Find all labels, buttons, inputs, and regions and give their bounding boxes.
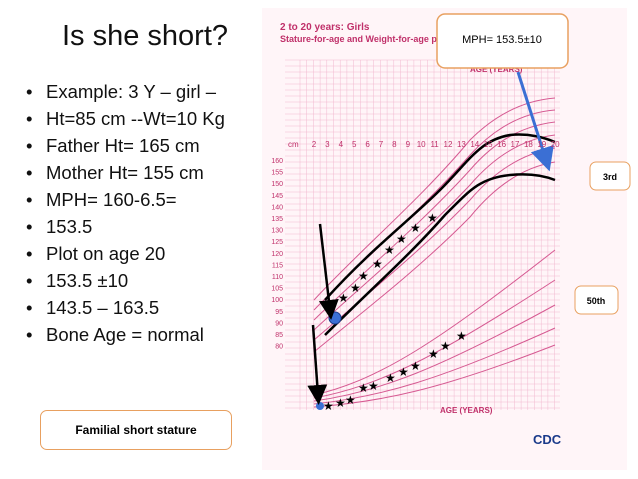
svg-text:★: ★ (456, 329, 467, 343)
svg-text:★: ★ (368, 379, 379, 393)
plot-dot (328, 311, 342, 325)
grid (285, 59, 560, 410)
age-label: 6 (365, 140, 370, 149)
svg-text:★: ★ (427, 211, 438, 225)
stature-label: 160 (271, 158, 283, 165)
stature-label: 155 (271, 170, 283, 177)
age-label: 18 (524, 140, 533, 149)
third-text: 3rd (603, 172, 617, 182)
svg-text:★: ★ (358, 269, 369, 283)
stature-label: 135 (271, 216, 283, 223)
svg-text:★: ★ (358, 381, 369, 395)
stature-label: 80 (275, 344, 283, 351)
svg-text:★: ★ (338, 291, 349, 305)
stature-label: 100 (271, 297, 283, 304)
svg-text:★: ★ (385, 371, 396, 385)
svg-text:★: ★ (335, 396, 346, 410)
svg-text:★: ★ (398, 365, 409, 379)
footer-box: Familial short stature (40, 410, 232, 450)
age-label: 9 (406, 140, 411, 149)
bullet: MPH= 160-6.5= (24, 188, 254, 211)
bullet: 143.5 – 163.5 (24, 296, 254, 319)
stature-label: 120 (271, 251, 283, 258)
stature-label: 110 (272, 274, 283, 281)
arrow (516, 71, 554, 172)
bullet: Ht=85 cm --Wt=10 Kg (24, 107, 254, 130)
age-label: 2 (312, 140, 317, 149)
fiftieth-text: 50th (587, 296, 606, 306)
svg-text:★: ★ (410, 221, 421, 235)
svg-text:★: ★ (345, 393, 356, 407)
age-label: 5 (352, 140, 357, 149)
plot-dot (316, 402, 324, 410)
age-label: 19 (537, 140, 546, 149)
age-label: 12 (444, 140, 453, 149)
bullet-list: Example: 3 Y – girl – Ht=85 cm --Wt=10 Kg… (24, 80, 254, 350)
age-label: 16 (497, 140, 506, 149)
fiftieth-callout (574, 285, 619, 315)
arrow (318, 223, 339, 320)
stature-label: 90 (275, 320, 283, 327)
svg-text:★: ★ (440, 339, 451, 353)
svg-text:★: ★ (350, 281, 361, 295)
unit-label: cm (288, 140, 299, 149)
age-label: 3 (325, 140, 330, 149)
arrow (307, 324, 328, 405)
svg-text:★: ★ (428, 347, 439, 361)
stature-label: 130 (271, 228, 283, 235)
age-label: 10 (417, 140, 426, 149)
stature-label: 95 (275, 309, 283, 316)
stature-label: 125 (271, 239, 283, 246)
age-axis-title-bottom: AGE (YEARS) (440, 406, 493, 415)
target-curves (324, 133, 556, 336)
third-callout (589, 161, 631, 191)
slide-title: Is she short? (62, 20, 229, 52)
svg-text:★: ★ (372, 257, 383, 271)
svg-text:★: ★ (323, 399, 334, 413)
svg-text:★: ★ (396, 232, 407, 246)
age-label: 20 (551, 140, 560, 149)
age-label: 8 (392, 140, 397, 149)
age-label: 14 (470, 140, 479, 149)
chart-subheader: Stature-for-age and Weight-for-age perc (280, 34, 450, 44)
stature-label: 115 (272, 262, 283, 269)
age-label: 15 (484, 140, 493, 149)
bullet: Example: 3 Y – girl – (24, 80, 254, 103)
bullet: Father Ht= 165 cm (24, 134, 254, 157)
age-label: 11 (430, 140, 439, 149)
mph-callout (436, 13, 569, 69)
bullet: Plot on age 20 (24, 242, 254, 265)
svg-text:★: ★ (410, 359, 421, 373)
age-label: 7 (379, 140, 384, 149)
bullet: Bone Age = normal (24, 323, 254, 346)
chart-header: 2 to 20 years: Girls (280, 22, 370, 33)
bullet: 153.5 (24, 215, 254, 238)
age-label: 13 (457, 140, 466, 149)
age-axis-title: AGE (YEARS) (470, 65, 523, 74)
age-label: 17 (511, 140, 520, 149)
stature-label: 140 (271, 204, 283, 211)
stature-label: 145 (271, 193, 283, 200)
stature-label: 85 (275, 332, 283, 339)
bullet: Mother Ht= 155 cm (24, 161, 254, 184)
logo: CDC (533, 432, 562, 447)
stature-label: 150 (271, 181, 283, 188)
svg-text:★: ★ (384, 243, 395, 257)
age-label: 4 (339, 140, 344, 149)
mph-text: MPH= 153.5±10 (462, 34, 542, 46)
bullet: 153.5 ±10 (24, 269, 254, 292)
plotted-stars: ★★★★★★★★ ★ ★ ★★ ★★ ★ ★★★★ (323, 211, 467, 413)
stature-label: 105 (271, 286, 283, 293)
